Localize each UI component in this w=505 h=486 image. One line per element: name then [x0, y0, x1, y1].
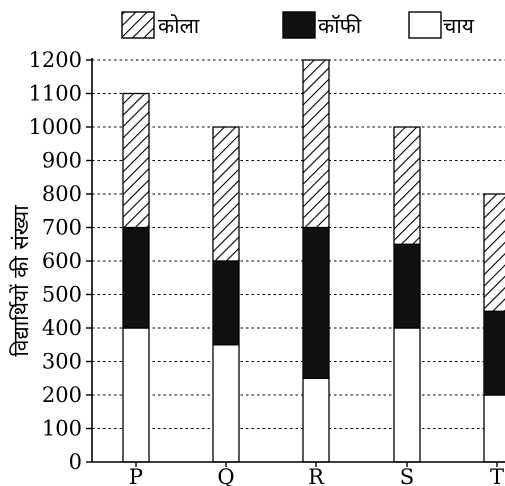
bar-segment — [393, 243, 421, 329]
bar-segment — [483, 394, 505, 463]
y-tick-label: 600 — [42, 249, 82, 273]
y-tick-label: 0 — [69, 450, 82, 474]
bar-segment — [393, 327, 421, 463]
bar-segment — [393, 126, 421, 245]
bar-segment — [122, 92, 150, 229]
y-tick-label: 400 — [42, 316, 82, 340]
y-tick-label: 1200 — [29, 48, 82, 72]
x-tick-label: R — [308, 465, 325, 486]
bar-segment — [302, 59, 330, 229]
y-tick-label: 800 — [42, 182, 82, 206]
y-tick-label: 1000 — [29, 115, 82, 139]
bar-segment — [212, 260, 240, 346]
y-tick-label: 900 — [42, 149, 82, 173]
bar-segment — [122, 327, 150, 463]
x-tick-label: T — [490, 465, 504, 486]
bar-segment — [212, 126, 240, 262]
bar-segment — [483, 310, 505, 396]
y-tick-label: 700 — [42, 216, 82, 240]
x-tick-label: S — [400, 465, 414, 486]
x-tick-label: P — [129, 465, 143, 486]
legend-swatch — [408, 11, 442, 39]
bar-segment — [302, 377, 330, 463]
y-tick-label: 200 — [42, 383, 82, 407]
grid-lines — [92, 59, 505, 429]
y-tick-label: 300 — [42, 350, 82, 374]
legend-swatch — [282, 11, 316, 39]
y-tick-label: 500 — [42, 283, 82, 307]
bar-segment — [122, 226, 150, 329]
legend-label: कोला — [158, 14, 200, 38]
legend-label: कॉफी — [318, 14, 362, 38]
y-tick-label: 1100 — [29, 82, 82, 106]
bar-segment — [483, 193, 505, 312]
legend-swatch — [121, 11, 155, 39]
bar-segment — [212, 344, 240, 463]
y-axis-label: विद्यार्थियों की संख्या — [9, 205, 33, 357]
legend: कोला कॉफी चाय — [121, 11, 475, 39]
axes: 0 100 200 300 400 500 600 700 800 900 1000 1100 1200… — [29, 48, 505, 486]
bars — [122, 59, 505, 463]
bar-segment — [302, 226, 330, 379]
x-tick-label: Q — [217, 465, 234, 486]
y-tick-label: 100 — [42, 417, 82, 441]
legend-label: चाय — [443, 14, 475, 38]
